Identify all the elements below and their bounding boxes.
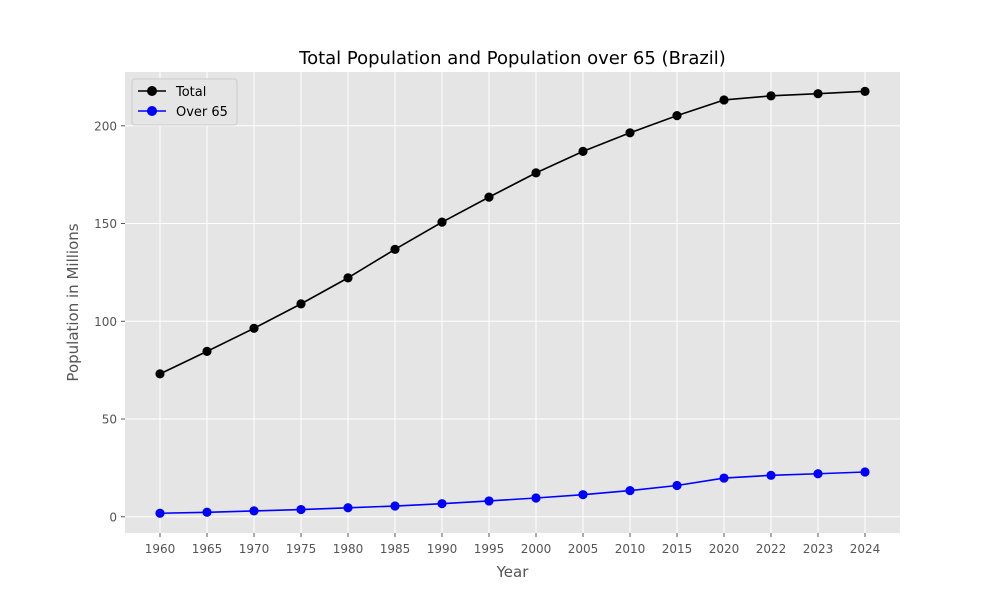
data-point-total (625, 128, 635, 138)
y-axis-label: Population in Millions (64, 223, 82, 381)
x-tick-label: 1980 (333, 542, 364, 556)
data-point-total (813, 89, 823, 99)
data-point-over-65 (813, 469, 823, 479)
data-point-total (296, 299, 306, 309)
x-tick-label: 1965 (192, 542, 223, 556)
data-point-total (155, 369, 165, 379)
x-tick-label: 1970 (239, 542, 270, 556)
y-tick-label: 0 (109, 510, 117, 524)
x-tick-label: 2015 (662, 542, 693, 556)
legend-marker-total (147, 86, 157, 96)
plot-area (125, 72, 900, 533)
data-point-over-65 (249, 506, 259, 516)
data-point-total (343, 273, 353, 283)
series-layer (155, 86, 870, 518)
data-point-total (860, 86, 870, 96)
x-tick-label: 2010 (615, 542, 646, 556)
x-tick-label: 2000 (521, 542, 552, 556)
x-axis-label: Year (496, 563, 530, 581)
data-point-over-65 (719, 473, 729, 483)
data-point-over-65 (860, 467, 870, 477)
data-point-total (719, 95, 729, 105)
data-point-over-65 (531, 493, 541, 503)
data-point-over-65 (766, 470, 776, 480)
chart-title: Total Population and Population over 65 … (298, 48, 726, 69)
data-point-total (578, 146, 588, 156)
data-point-over-65 (155, 508, 165, 518)
data-point-over-65 (625, 485, 635, 496)
x-tick-label: 2022 (756, 542, 787, 556)
x-tick-label: 1995 (474, 542, 505, 556)
data-point-over-65 (202, 507, 212, 517)
grid-lines (125, 72, 900, 533)
data-point-over-65 (296, 504, 306, 515)
series-line-over-65 (159, 471, 866, 515)
y-tick-label: 150 (94, 217, 117, 231)
legend-marker-over-65 (147, 106, 157, 116)
data-point-total (766, 91, 776, 101)
data-point-total (531, 168, 541, 178)
y-axis-ticks: 0 50 100 150 200 (94, 119, 125, 524)
data-point-total (437, 217, 447, 227)
x-tick-label: 2005 (568, 542, 599, 556)
data-point-total (484, 192, 494, 202)
data-point-over-65 (437, 499, 447, 509)
data-point-over-65 (343, 503, 353, 513)
x-tick-label: 2020 (709, 542, 740, 556)
data-point-total (202, 346, 212, 356)
data-point-total (249, 323, 259, 333)
x-axis-ticks: 1960 1965 1970 1975 1980 1985 1990 1995 2000 2005… (145, 533, 881, 556)
series-line-total (159, 90, 866, 375)
x-tick-label: 1975 (286, 542, 317, 556)
x-tick-label: 2023 (803, 542, 834, 556)
data-point-over-65 (578, 490, 588, 500)
x-tick-label: 2024 (850, 542, 881, 556)
legend: Total Over 65 (131, 78, 238, 126)
y-tick-label: 100 (94, 315, 117, 329)
data-point-total (672, 110, 682, 121)
x-tick-label: 1960 (145, 542, 176, 556)
x-tick-label: 1985 (380, 542, 411, 556)
y-tick-label: 50 (102, 413, 117, 427)
y-tick-label: 200 (94, 119, 117, 133)
x-tick-label: 1990 (427, 542, 458, 556)
legend-label-total: Total (175, 85, 206, 100)
data-point-over-65 (672, 480, 682, 491)
legend-label-over-65: Over 65 (176, 105, 228, 120)
data-point-over-65 (484, 496, 494, 506)
data-point-total (390, 244, 400, 254)
data-point-over-65 (390, 501, 400, 511)
